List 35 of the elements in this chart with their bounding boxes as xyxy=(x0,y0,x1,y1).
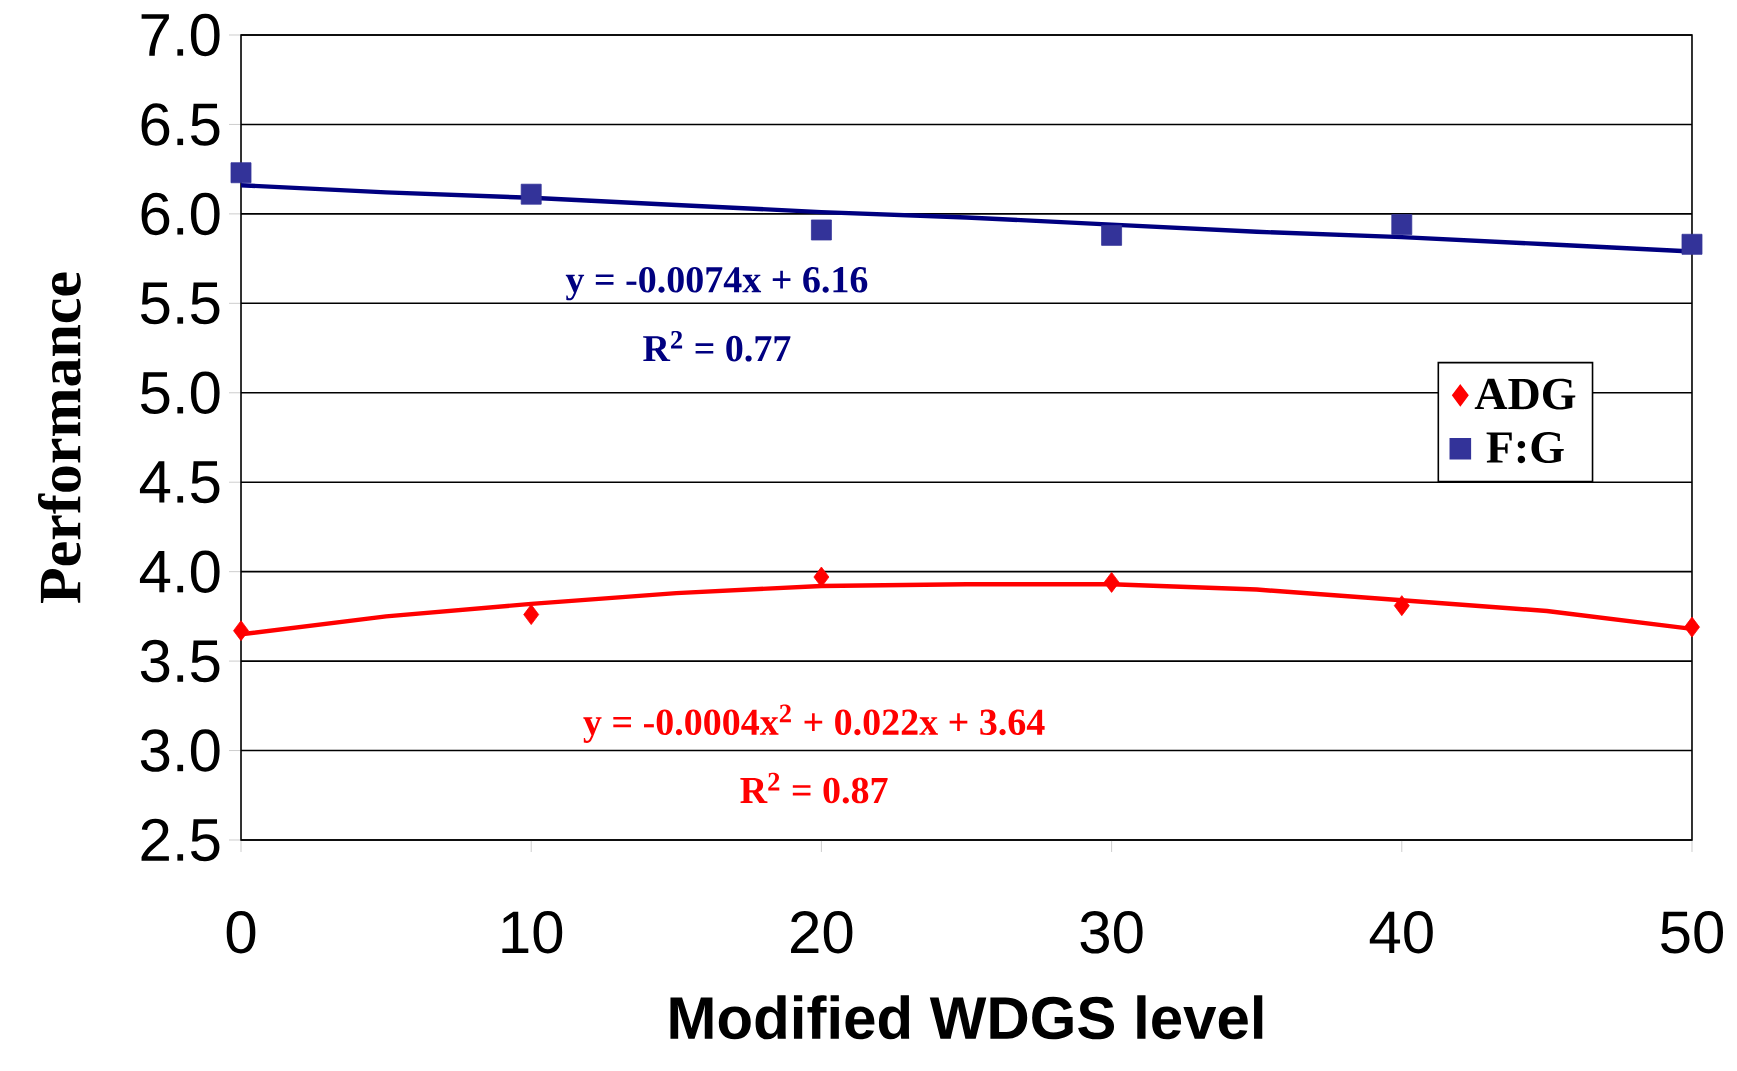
point xyxy=(1393,595,1410,617)
y-tick-label: 5.5 xyxy=(140,282,220,325)
y-tick-label: 6.5 xyxy=(141,103,220,146)
y-axis-title: Performance xyxy=(37,272,81,604)
x-tick-label: 40 xyxy=(1369,911,1433,954)
x-tick-label: 10 xyxy=(502,911,563,954)
y-tick-label: 4.0 xyxy=(139,550,220,593)
y-tick-label: 3.5 xyxy=(140,639,220,683)
point xyxy=(1681,233,1703,255)
y-tick-label: 5.0 xyxy=(140,371,220,415)
y-tick-label: 4.5 xyxy=(139,461,220,504)
y-tick-label: 2.5 xyxy=(141,818,220,862)
y-tick-label: 6.0 xyxy=(141,192,220,236)
y-tick-label: 7.0 xyxy=(141,13,220,57)
point xyxy=(1684,616,1700,638)
point xyxy=(233,620,249,642)
x-axis-title: Modified WDGS level xyxy=(670,995,1263,1040)
point xyxy=(1101,224,1122,246)
point xyxy=(811,219,832,241)
x-tick-label: 0 xyxy=(226,911,256,954)
y-tick-label: 3.0 xyxy=(140,729,220,772)
x-tick-label: 20 xyxy=(791,911,853,954)
legend-label: ADG xyxy=(1474,378,1576,410)
point xyxy=(1103,571,1120,593)
annotation: R$^{2}$ = 0.87 xyxy=(740,772,888,804)
x-tick-label: 30 xyxy=(1080,911,1143,954)
legend-label: F:G xyxy=(1486,432,1564,464)
point xyxy=(1391,214,1413,236)
annotation: R$^{2}$ = 0.77 xyxy=(643,330,791,362)
x-tick-label: 50 xyxy=(1661,911,1723,954)
point xyxy=(230,162,252,184)
point xyxy=(523,604,540,625)
point xyxy=(520,183,542,205)
annotation: y = -0.0004x$^{2}$ + 0.022x + 3.64 xyxy=(583,704,1045,743)
annotation: y = -0.0074x + 6.16 xyxy=(565,266,868,301)
